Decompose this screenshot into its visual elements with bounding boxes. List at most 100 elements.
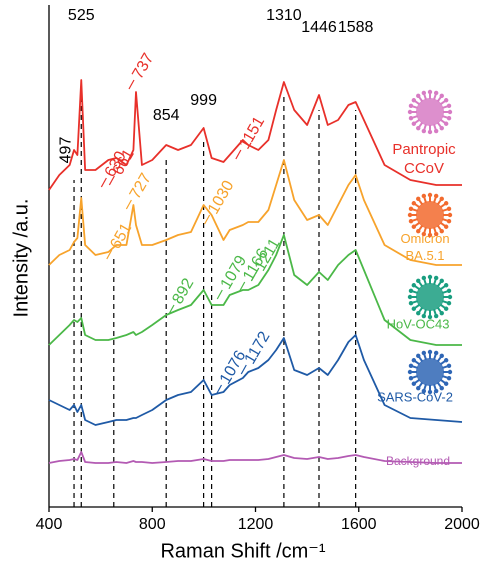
virus-body — [416, 358, 444, 386]
peak-label: 1446 — [301, 19, 337, 36]
virus-spike-tip — [412, 307, 416, 311]
virus-spike-tip — [422, 389, 426, 393]
virus-spike-tip — [422, 194, 426, 198]
virus-icon — [408, 90, 452, 134]
virus-spike-tip — [416, 229, 420, 233]
virus-spike-tip — [422, 314, 426, 318]
virus-spike-tip — [434, 232, 438, 236]
virus-spike-tip — [440, 311, 444, 315]
virus-spike-tip — [409, 289, 413, 293]
virus-spike-tip — [444, 358, 448, 362]
virus-spike-tip — [428, 275, 432, 279]
virus-spike-tip — [428, 233, 432, 237]
virus-spike-tip — [434, 351, 438, 355]
virus-spike-tip — [444, 225, 448, 229]
virus-spike-tip — [409, 301, 413, 305]
series-label: Pantropic CCoV — [392, 141, 456, 177]
virus-spike-tip — [434, 91, 438, 95]
series-label-line: Pantropic — [392, 141, 456, 158]
virus-spike-tip — [444, 382, 448, 386]
virus-spike-tip — [440, 229, 444, 233]
virus-spike-tip — [444, 98, 448, 102]
virus-spike-tip — [447, 104, 451, 108]
virus-spike-tip — [412, 225, 416, 229]
virus-spike-tip — [416, 197, 420, 201]
virus-icon — [408, 275, 452, 319]
virus-spike-tip — [416, 311, 420, 315]
virus-spike-tip — [428, 315, 432, 319]
x-tick-label: 2000 — [444, 516, 480, 533]
series-label: Background — [386, 454, 450, 468]
virus-spike-tip — [434, 276, 438, 280]
virus-spike-tip — [412, 122, 416, 126]
x-tick-label: 800 — [139, 516, 166, 533]
virus-spike-tip — [422, 276, 426, 280]
virus-spike-tip — [412, 358, 416, 362]
virus-spike-tip — [434, 194, 438, 198]
virus-spike-tip — [408, 370, 412, 374]
virus-spike-tip — [412, 382, 416, 386]
virus-spike-tip — [416, 94, 420, 98]
virus-body — [416, 201, 444, 229]
virus-body — [416, 98, 444, 126]
x-tick-label: 1200 — [238, 516, 274, 533]
virus-spike-tip — [416, 354, 420, 358]
virus-spike-tip — [440, 279, 444, 283]
virus-spike-tip — [447, 116, 451, 120]
virus-spike-tip — [434, 389, 438, 393]
virus-spike-tip — [422, 351, 426, 355]
peak-label: 737 — [129, 50, 157, 82]
virus-spike-tip — [409, 104, 413, 108]
virus-spike-tip — [444, 283, 448, 287]
virus-spike-tip — [409, 364, 413, 368]
virus-spike-tip — [422, 91, 426, 95]
virus-spike-tip — [422, 232, 426, 236]
peak-label: 651 — [107, 220, 135, 252]
peak-label: 1172 — [242, 329, 274, 367]
series-label-line: CCoV — [404, 160, 444, 177]
virus-spike-tip — [444, 122, 448, 126]
virus-spike-tip — [409, 219, 413, 223]
virus-spike-tip — [416, 279, 420, 283]
virus-spike-tip — [422, 129, 426, 133]
virus-spike-tip — [428, 90, 432, 94]
virus-spike-tip — [428, 193, 432, 197]
virus-spike-tip — [447, 219, 451, 223]
virus-spike-tip — [408, 110, 412, 114]
peak-label: 999 — [190, 92, 217, 109]
peak-leader — [205, 215, 210, 224]
peak-label: 727 — [127, 170, 155, 202]
virus-spike-tip — [447, 207, 451, 211]
virus-spike-tip — [409, 116, 413, 120]
virus-spike-tip — [408, 295, 412, 299]
virus-spike-tip — [428, 350, 432, 354]
series-label-line: BA.5.1 — [405, 248, 444, 263]
virus-spike-tip — [440, 126, 444, 130]
virus-spike-tip — [412, 201, 416, 205]
virus-spike-tip — [409, 376, 413, 380]
peak-label: 497 — [57, 137, 74, 164]
virus-spike-tip — [447, 301, 451, 305]
virus-spike-tip — [434, 129, 438, 133]
virus-spike-tip — [440, 94, 444, 98]
peak-label: 1310 — [266, 7, 302, 24]
virus-spike-tip — [416, 386, 420, 390]
virus-spike-tip — [408, 213, 412, 217]
virus-spike-tip — [444, 307, 448, 311]
virus-spike-tip — [412, 283, 416, 287]
virus-spike-tip — [412, 98, 416, 102]
peak-leader — [217, 290, 222, 299]
x-tick-label: 1600 — [341, 516, 377, 533]
series-label: HoV-OC43 — [387, 316, 450, 331]
virus-spike-tip — [448, 110, 452, 114]
peak-leader — [126, 200, 131, 209]
virus-spike-tip — [416, 126, 420, 130]
peak-leader — [236, 150, 241, 159]
virus-spike-tip — [447, 364, 451, 368]
peak-label: 525 — [68, 7, 95, 24]
peak-label: 1151 — [236, 114, 268, 152]
virus-spike-tip — [440, 354, 444, 358]
virus-spike-tip — [448, 370, 452, 374]
peak-label: 1588 — [338, 19, 374, 36]
